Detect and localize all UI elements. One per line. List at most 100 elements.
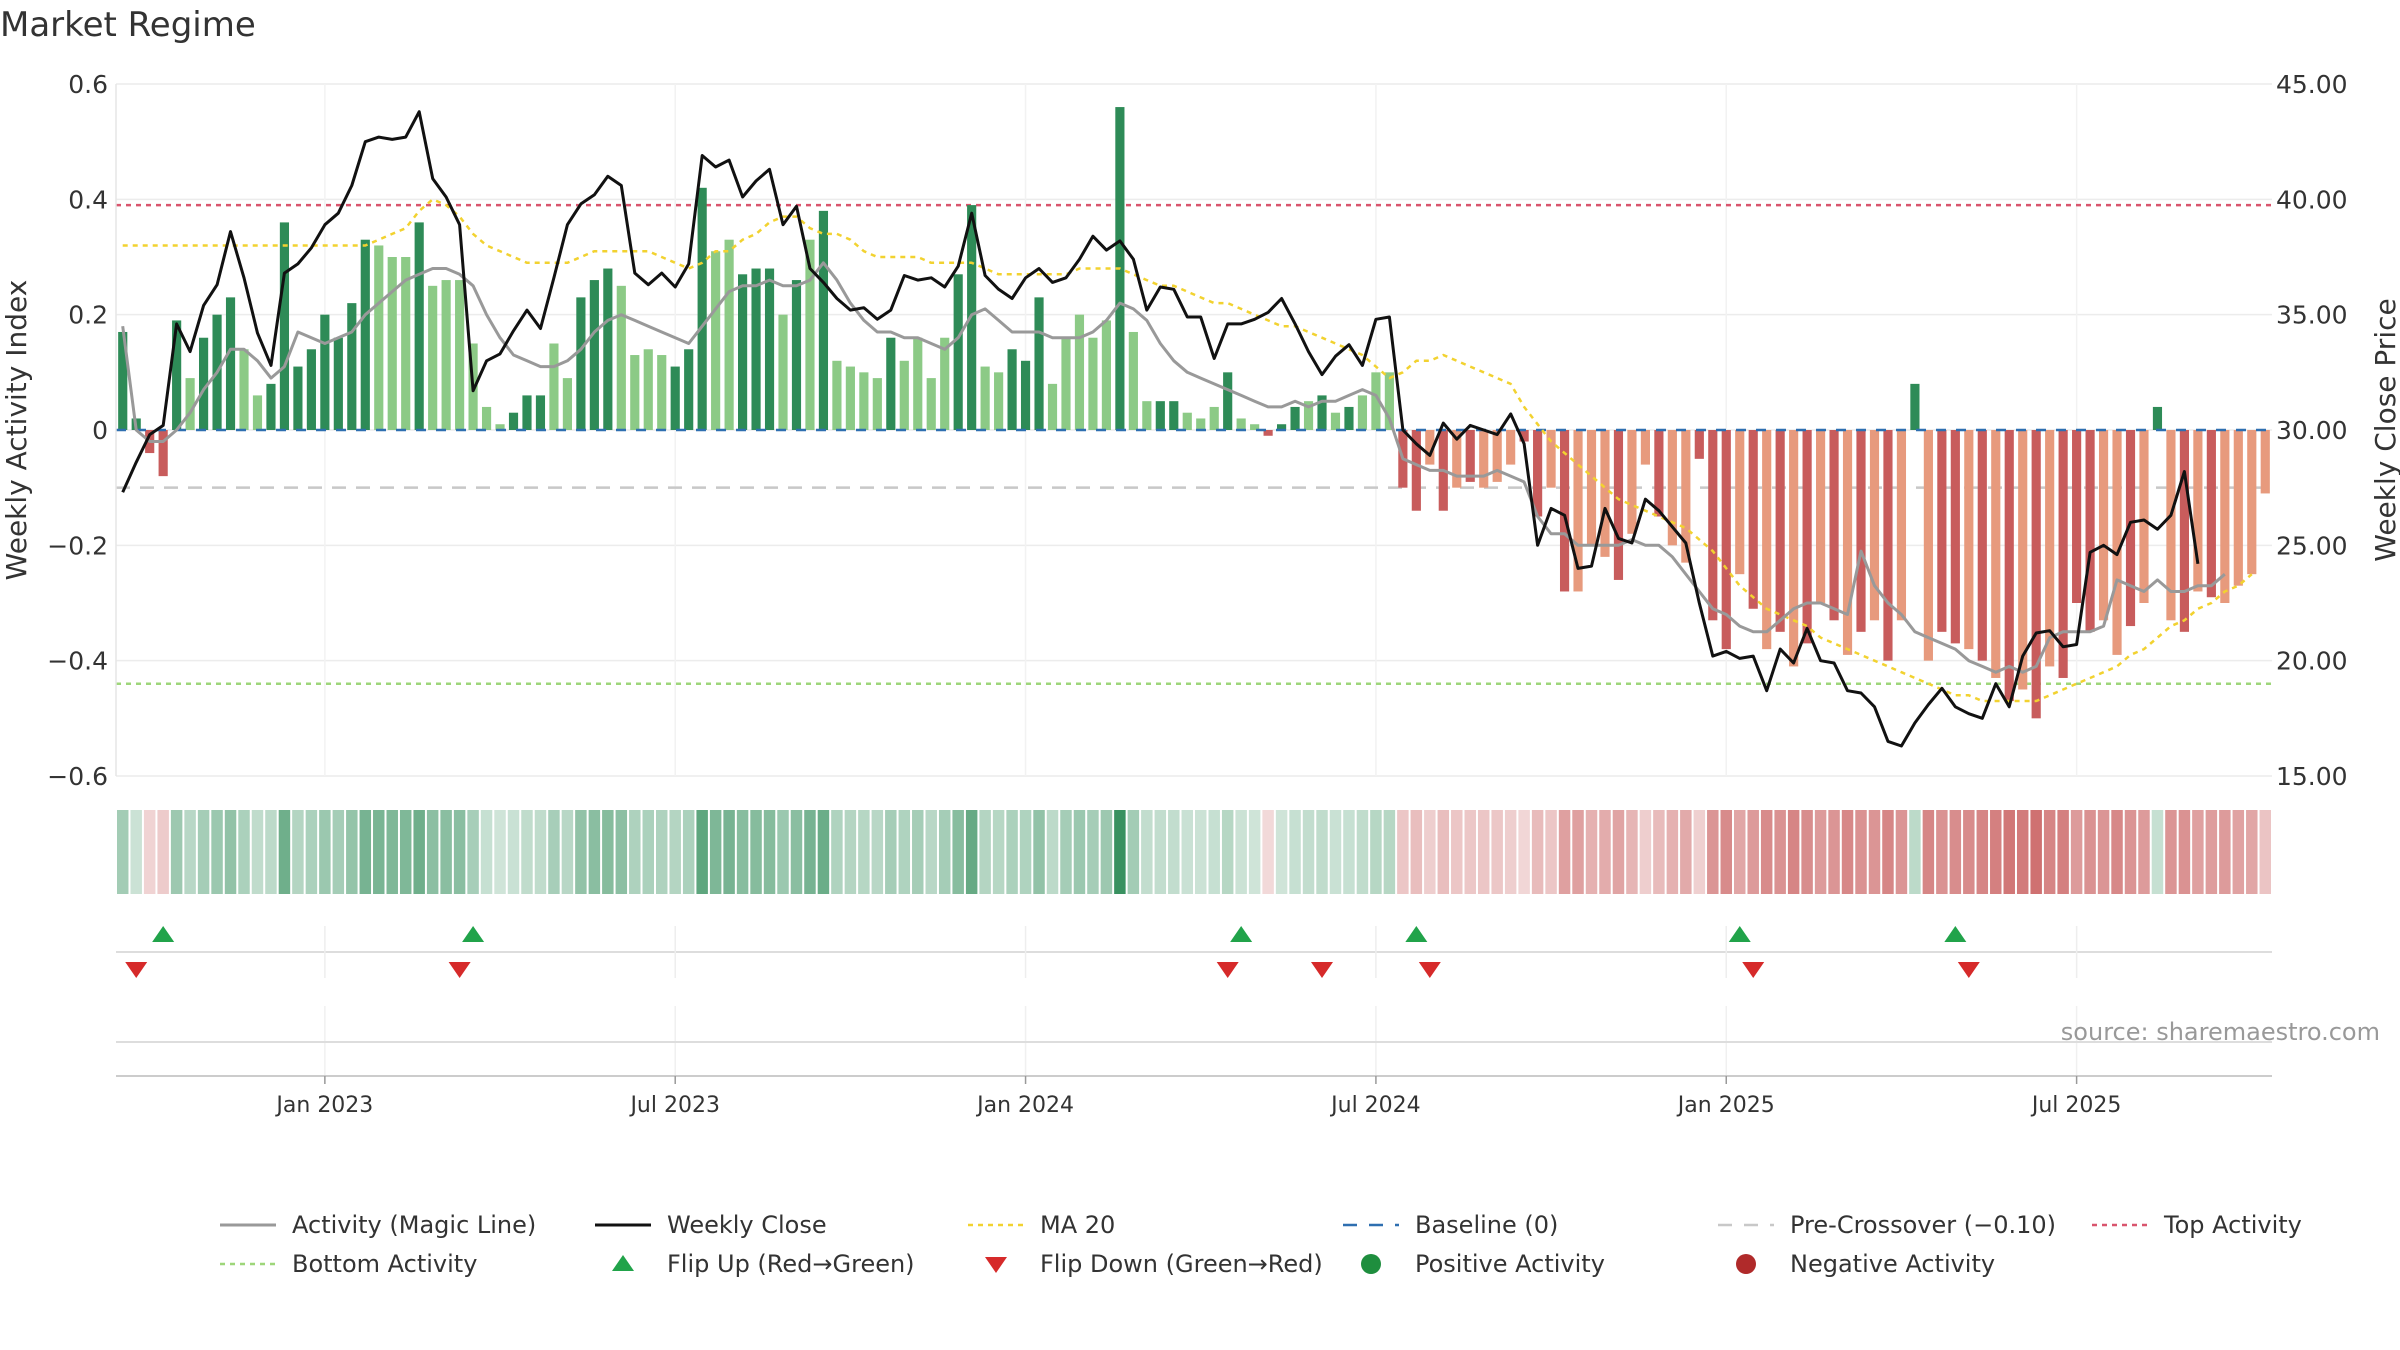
strip-cell xyxy=(1033,810,1045,894)
activity-bar xyxy=(2166,430,2176,621)
y-axis-right-label: Weekly Close Price xyxy=(2369,298,2400,561)
activity-bar xyxy=(1020,360,1031,430)
activity-bar xyxy=(1128,331,1138,430)
activity-bar xyxy=(2045,430,2055,667)
activity-bar xyxy=(1735,430,1745,575)
activity-heat-strip xyxy=(117,810,2271,894)
activity-bar xyxy=(2125,430,2136,627)
strip-cell xyxy=(979,810,991,894)
activity-bar xyxy=(1452,430,1462,488)
strip-cell xyxy=(1343,810,1355,894)
strip-cell xyxy=(898,810,911,894)
strip-cell xyxy=(2246,810,2258,894)
strip-cell xyxy=(1653,810,1665,894)
activity-bar xyxy=(630,355,640,430)
strip-cell xyxy=(507,810,520,894)
activity-bar xyxy=(508,412,519,430)
activity-bar xyxy=(657,355,667,430)
legend-swatch xyxy=(985,1257,1007,1273)
activity-bar xyxy=(1330,412,1341,430)
activity-bar xyxy=(1640,430,1650,465)
activity-bar xyxy=(1694,430,1704,459)
strip-cell xyxy=(2016,810,2029,894)
flip-up-marker xyxy=(462,926,485,942)
flip-down-marker xyxy=(1311,962,1334,978)
strip-cell xyxy=(251,810,264,894)
strip-cell xyxy=(1936,810,1948,894)
activity-bar xyxy=(225,297,236,430)
activity-bar xyxy=(940,337,950,430)
activity-bar xyxy=(616,285,626,430)
strip-cell xyxy=(1370,810,1382,894)
strip-cell xyxy=(1990,810,2002,894)
activity-bar xyxy=(1586,430,1597,546)
strip-cell xyxy=(1599,810,1611,894)
strip-cell xyxy=(1491,810,1503,894)
strip-cell xyxy=(1141,810,1153,894)
activity-bar xyxy=(495,424,505,430)
activity-bar xyxy=(1802,430,1812,644)
activity-bar xyxy=(1155,401,1165,430)
strip-cell xyxy=(2124,810,2137,894)
y-right-tick-label: 15.00 xyxy=(2276,762,2348,791)
axes: 0.6 0.4 0.2 0 −0.2 −0.4 −0.6 45.00 40.00 35.00 30.… xyxy=(47,70,2347,791)
strip-cell xyxy=(1073,810,1086,894)
activity-bar xyxy=(603,268,613,430)
activity-bar xyxy=(239,349,249,430)
legend-item: Activity (Magic Line) xyxy=(220,1211,536,1239)
activity-bar xyxy=(1236,418,1246,430)
source-label: source: sharemaestro.com xyxy=(2061,1018,2380,1046)
strip-cell xyxy=(453,810,466,894)
activity-bar xyxy=(2220,430,2230,603)
activity-bar xyxy=(1034,297,1044,430)
strip-cell xyxy=(1760,810,1773,894)
strip-cell xyxy=(804,810,816,894)
strip-cell xyxy=(426,810,439,894)
activity-bar xyxy=(2179,430,2189,632)
flip-up-marker xyxy=(1728,926,1751,942)
strip-cell xyxy=(197,810,210,894)
strip-cell xyxy=(1451,810,1463,894)
activity-bar xyxy=(1910,383,1920,430)
activity-bar xyxy=(2233,430,2243,586)
strip-cell xyxy=(184,810,196,894)
activity-bar xyxy=(2072,430,2082,603)
activity-bar xyxy=(293,366,303,430)
strip-cell xyxy=(1518,810,1530,894)
strip-cell xyxy=(332,810,345,894)
activity-bar xyxy=(374,245,384,430)
activity-bar xyxy=(1721,430,1731,650)
activity-bar xyxy=(1613,430,1624,580)
activity-bar xyxy=(872,378,882,430)
activity-bar xyxy=(535,395,546,430)
flip-down-marker xyxy=(125,962,148,978)
activity-bar xyxy=(2152,406,2163,430)
strip-cell xyxy=(1114,810,1126,894)
strip-cell xyxy=(2097,810,2110,894)
strip-cell xyxy=(1006,810,1018,894)
activity-bar xyxy=(2058,430,2068,678)
legend-item: MA 20 xyxy=(968,1211,1115,1239)
activity-bar xyxy=(1816,430,1826,603)
strip-cell xyxy=(831,810,843,894)
activity-bar xyxy=(2085,430,2095,632)
flip-down-marker xyxy=(1957,962,1980,978)
flip-down-marker xyxy=(1216,962,1239,978)
activity-bar xyxy=(724,239,734,430)
strip-cell xyxy=(2003,810,2015,894)
chart-title: Market Regime xyxy=(0,5,256,45)
activity-bar xyxy=(2260,430,2270,494)
y-left-tick-label: −0.2 xyxy=(47,531,108,560)
strip-cell xyxy=(359,810,372,894)
strip-cell xyxy=(467,810,479,894)
strip-cell xyxy=(1127,810,1140,894)
y-left-tick-label: 0 xyxy=(92,416,108,445)
activity-bar xyxy=(347,303,357,430)
legend-label: Baseline (0) xyxy=(1415,1211,1558,1239)
strip-cell xyxy=(2084,810,2096,894)
legend-item: Flip Up (Red→Green) xyxy=(612,1250,915,1278)
legend-item: Pre-Crossover (−0.10) xyxy=(1718,1211,2056,1239)
activity-bar xyxy=(1654,430,1664,517)
activity-bar xyxy=(805,239,815,430)
y-right-tick-label: 45.00 xyxy=(2276,70,2348,99)
